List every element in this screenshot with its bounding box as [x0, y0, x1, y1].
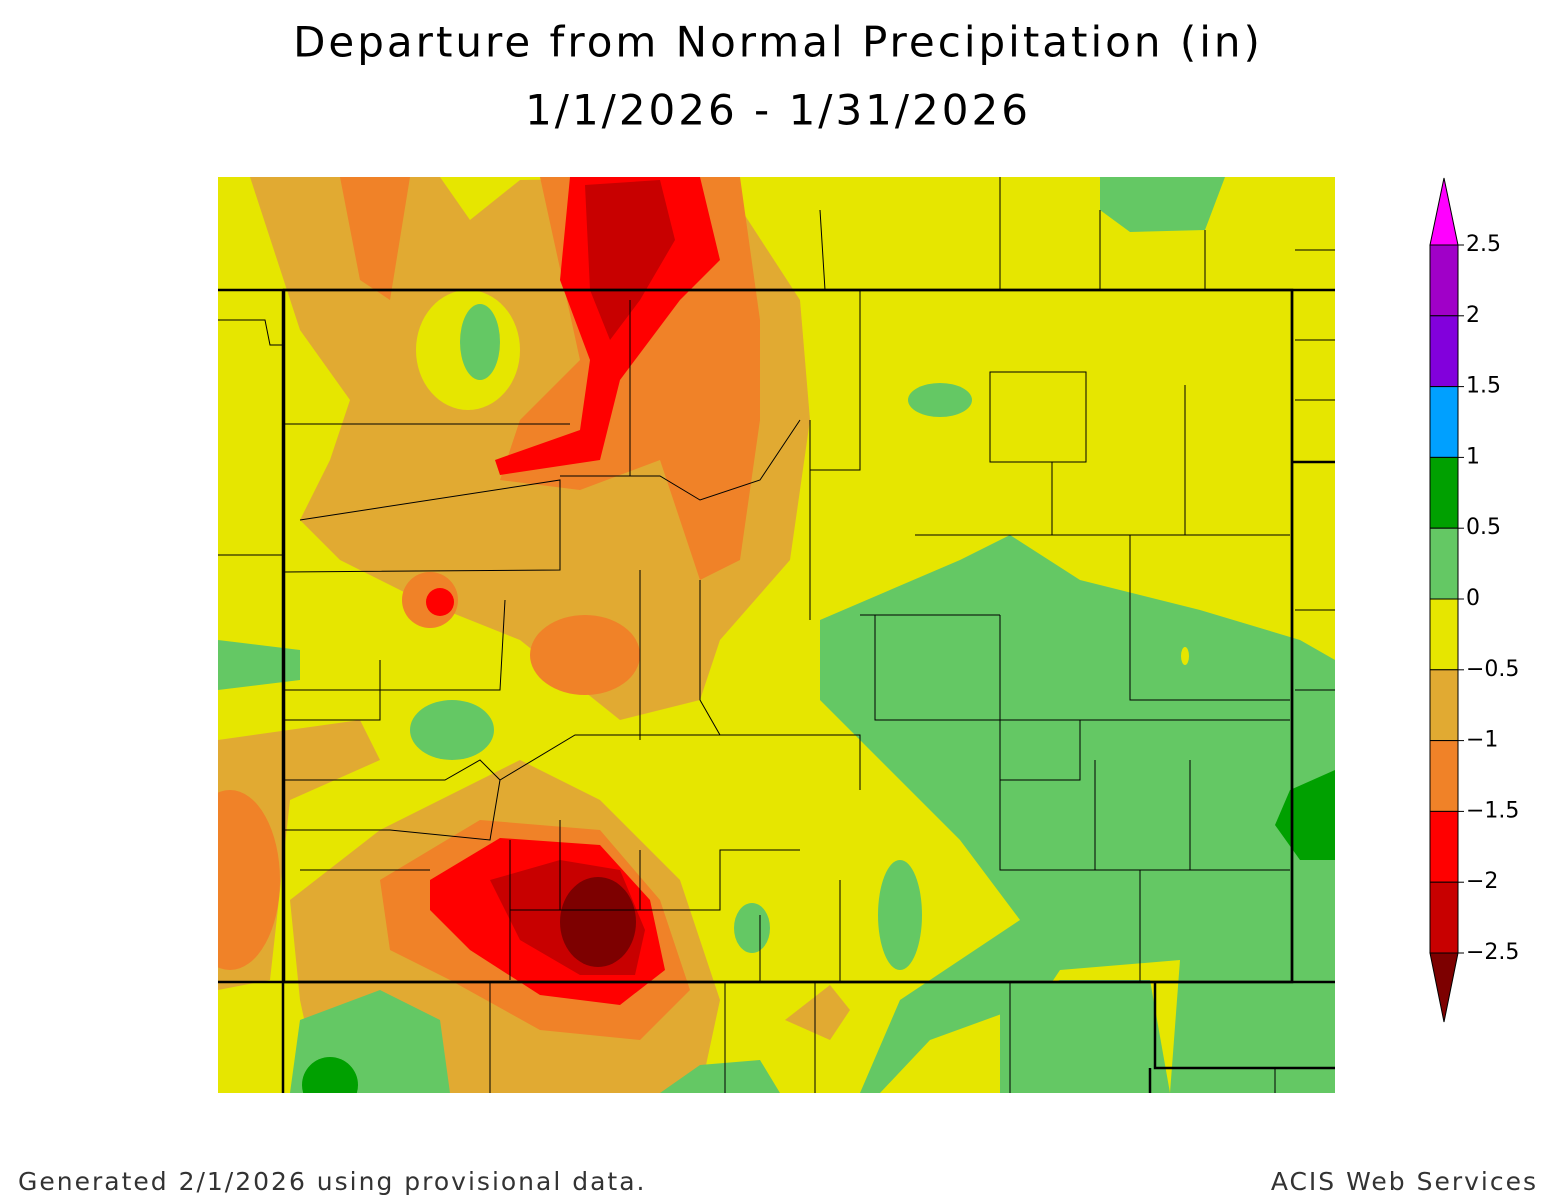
legend-swatch [1429, 456, 1459, 529]
legend-swatch [1429, 244, 1459, 317]
legend-swatch [1429, 810, 1459, 883]
legend-label: 1 [1466, 444, 1480, 469]
legend-swatch [1429, 669, 1459, 742]
legend-swatch [1429, 315, 1459, 388]
legend: 2.5 2 1.5 1 0.5 0 −0.5 −1 −1.5 −2 −2.5 [1429, 177, 1519, 1023]
legend-swatch [1429, 527, 1459, 600]
footer-left: Generated 2/1/2026 using provisional dat… [18, 1167, 647, 1196]
legend-label: 1.5 [1466, 374, 1501, 399]
legend-label: −1.5 [1466, 798, 1519, 823]
legend-label: −2.5 [1466, 940, 1519, 965]
map [218, 177, 1335, 1093]
legend-label: 2 [1466, 303, 1480, 328]
legend-swatch [1429, 881, 1459, 954]
legend-label: 2.5 [1466, 232, 1501, 257]
title: Departure from Normal Precipitation (in) [293, 18, 1263, 67]
legend-label: −1 [1466, 728, 1498, 753]
subtitle: 1/1/2026 - 1/31/2026 [525, 86, 1031, 135]
legend-label: −2 [1466, 869, 1498, 894]
footer-right: ACIS Web Services [1271, 1167, 1538, 1196]
legend-arrow-top [1429, 177, 1459, 246]
legend-swatch [1429, 598, 1459, 671]
legend-label: −0.5 [1466, 657, 1519, 682]
legend-swatch [1429, 386, 1459, 458]
legend-label: 0.5 [1466, 515, 1501, 540]
legend-arrow-bottom [1429, 952, 1459, 1023]
legend-label: 0 [1466, 586, 1480, 611]
legend-swatch [1429, 740, 1459, 812]
